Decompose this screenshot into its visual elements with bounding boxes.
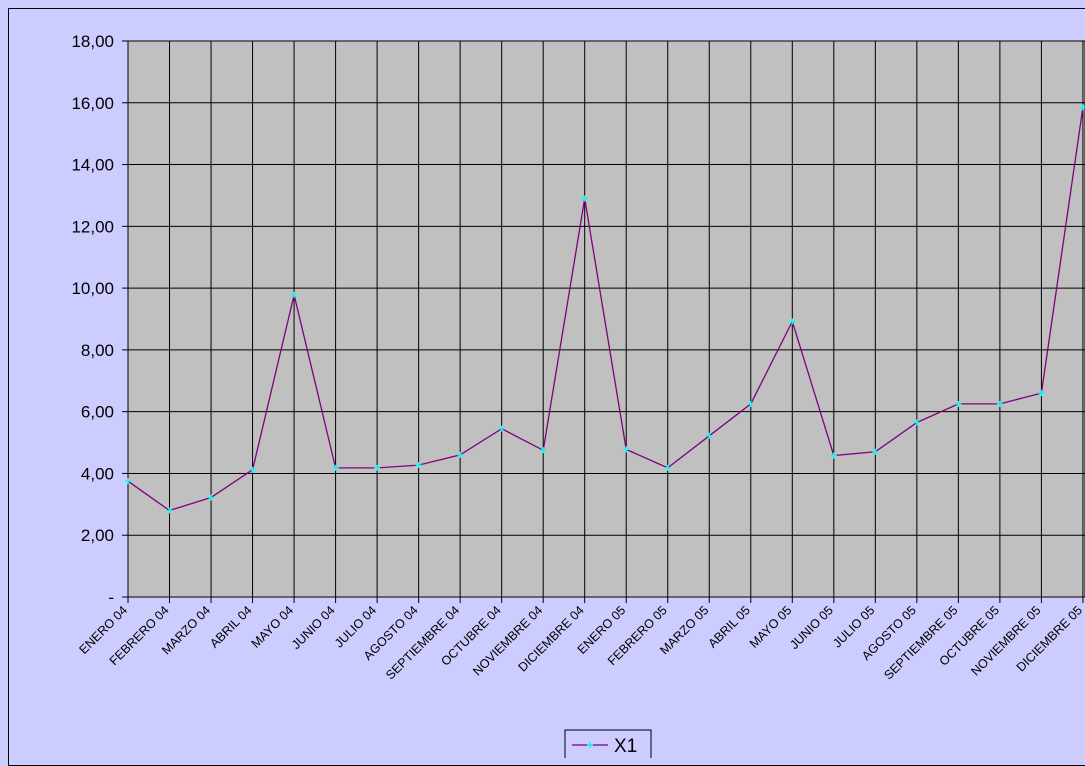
grid-lines	[127, 40, 1085, 603]
x-tick-label: SEPTIEMBRE 04	[383, 603, 462, 682]
data-point	[540, 447, 547, 454]
plot-area	[127, 40, 1085, 598]
y-tick-label: 8,00	[81, 341, 114, 360]
data-point	[581, 195, 588, 202]
series-line-X1	[127, 107, 1084, 512]
data-point	[789, 318, 796, 325]
x-tick-label: SEPTIEMBRE 05	[881, 603, 960, 682]
y-tick-label: 14,00	[71, 156, 114, 175]
x-tick-label: ABRIL 04	[207, 603, 254, 650]
x-tick-label: MAYO 04	[249, 603, 297, 651]
data-point	[415, 462, 422, 469]
legend-label: X1	[614, 736, 637, 757]
data-point	[1038, 390, 1045, 397]
data-point	[913, 419, 920, 426]
data-point	[166, 507, 173, 514]
data-point	[664, 464, 671, 471]
data-point	[249, 466, 256, 473]
data-point	[208, 494, 215, 501]
data-point	[332, 464, 339, 471]
legend: X1	[564, 729, 652, 761]
data-point	[747, 400, 754, 407]
data-point	[872, 448, 879, 455]
data-point	[955, 400, 962, 407]
y-tick-label: 12,00	[71, 217, 114, 236]
y-tick-label: 4,00	[81, 464, 114, 483]
y-tick-label: 16,00	[71, 94, 114, 113]
y-tick-label: -	[108, 588, 114, 607]
y-tick-label: 18,00	[71, 32, 114, 51]
x-tick-label: ABRIL 05	[705, 603, 752, 650]
y-tick-label: 10,00	[71, 279, 114, 298]
data-point	[830, 452, 837, 459]
y-tick-label: 2,00	[81, 526, 114, 545]
data-point	[996, 400, 1003, 407]
data-point	[498, 425, 505, 432]
data-point	[623, 446, 630, 453]
data-point	[291, 291, 298, 298]
data-point	[125, 478, 131, 485]
legend-marker-swatch	[587, 742, 593, 748]
data-point	[457, 451, 464, 458]
x-tick-label: MAYO 05	[747, 603, 795, 651]
data-point	[706, 432, 713, 439]
x-tick-label: JUNIO 05	[787, 603, 836, 652]
x-tick-label: JUNIO 04	[289, 603, 338, 652]
y-axis: - 2,00 4,00 6,00 8,00 10,00 12,00 14,00 16,00 18,…	[71, 32, 128, 607]
y-tick-label: 6,00	[81, 403, 114, 422]
data-point	[374, 464, 381, 471]
legend-box	[564, 729, 652, 761]
